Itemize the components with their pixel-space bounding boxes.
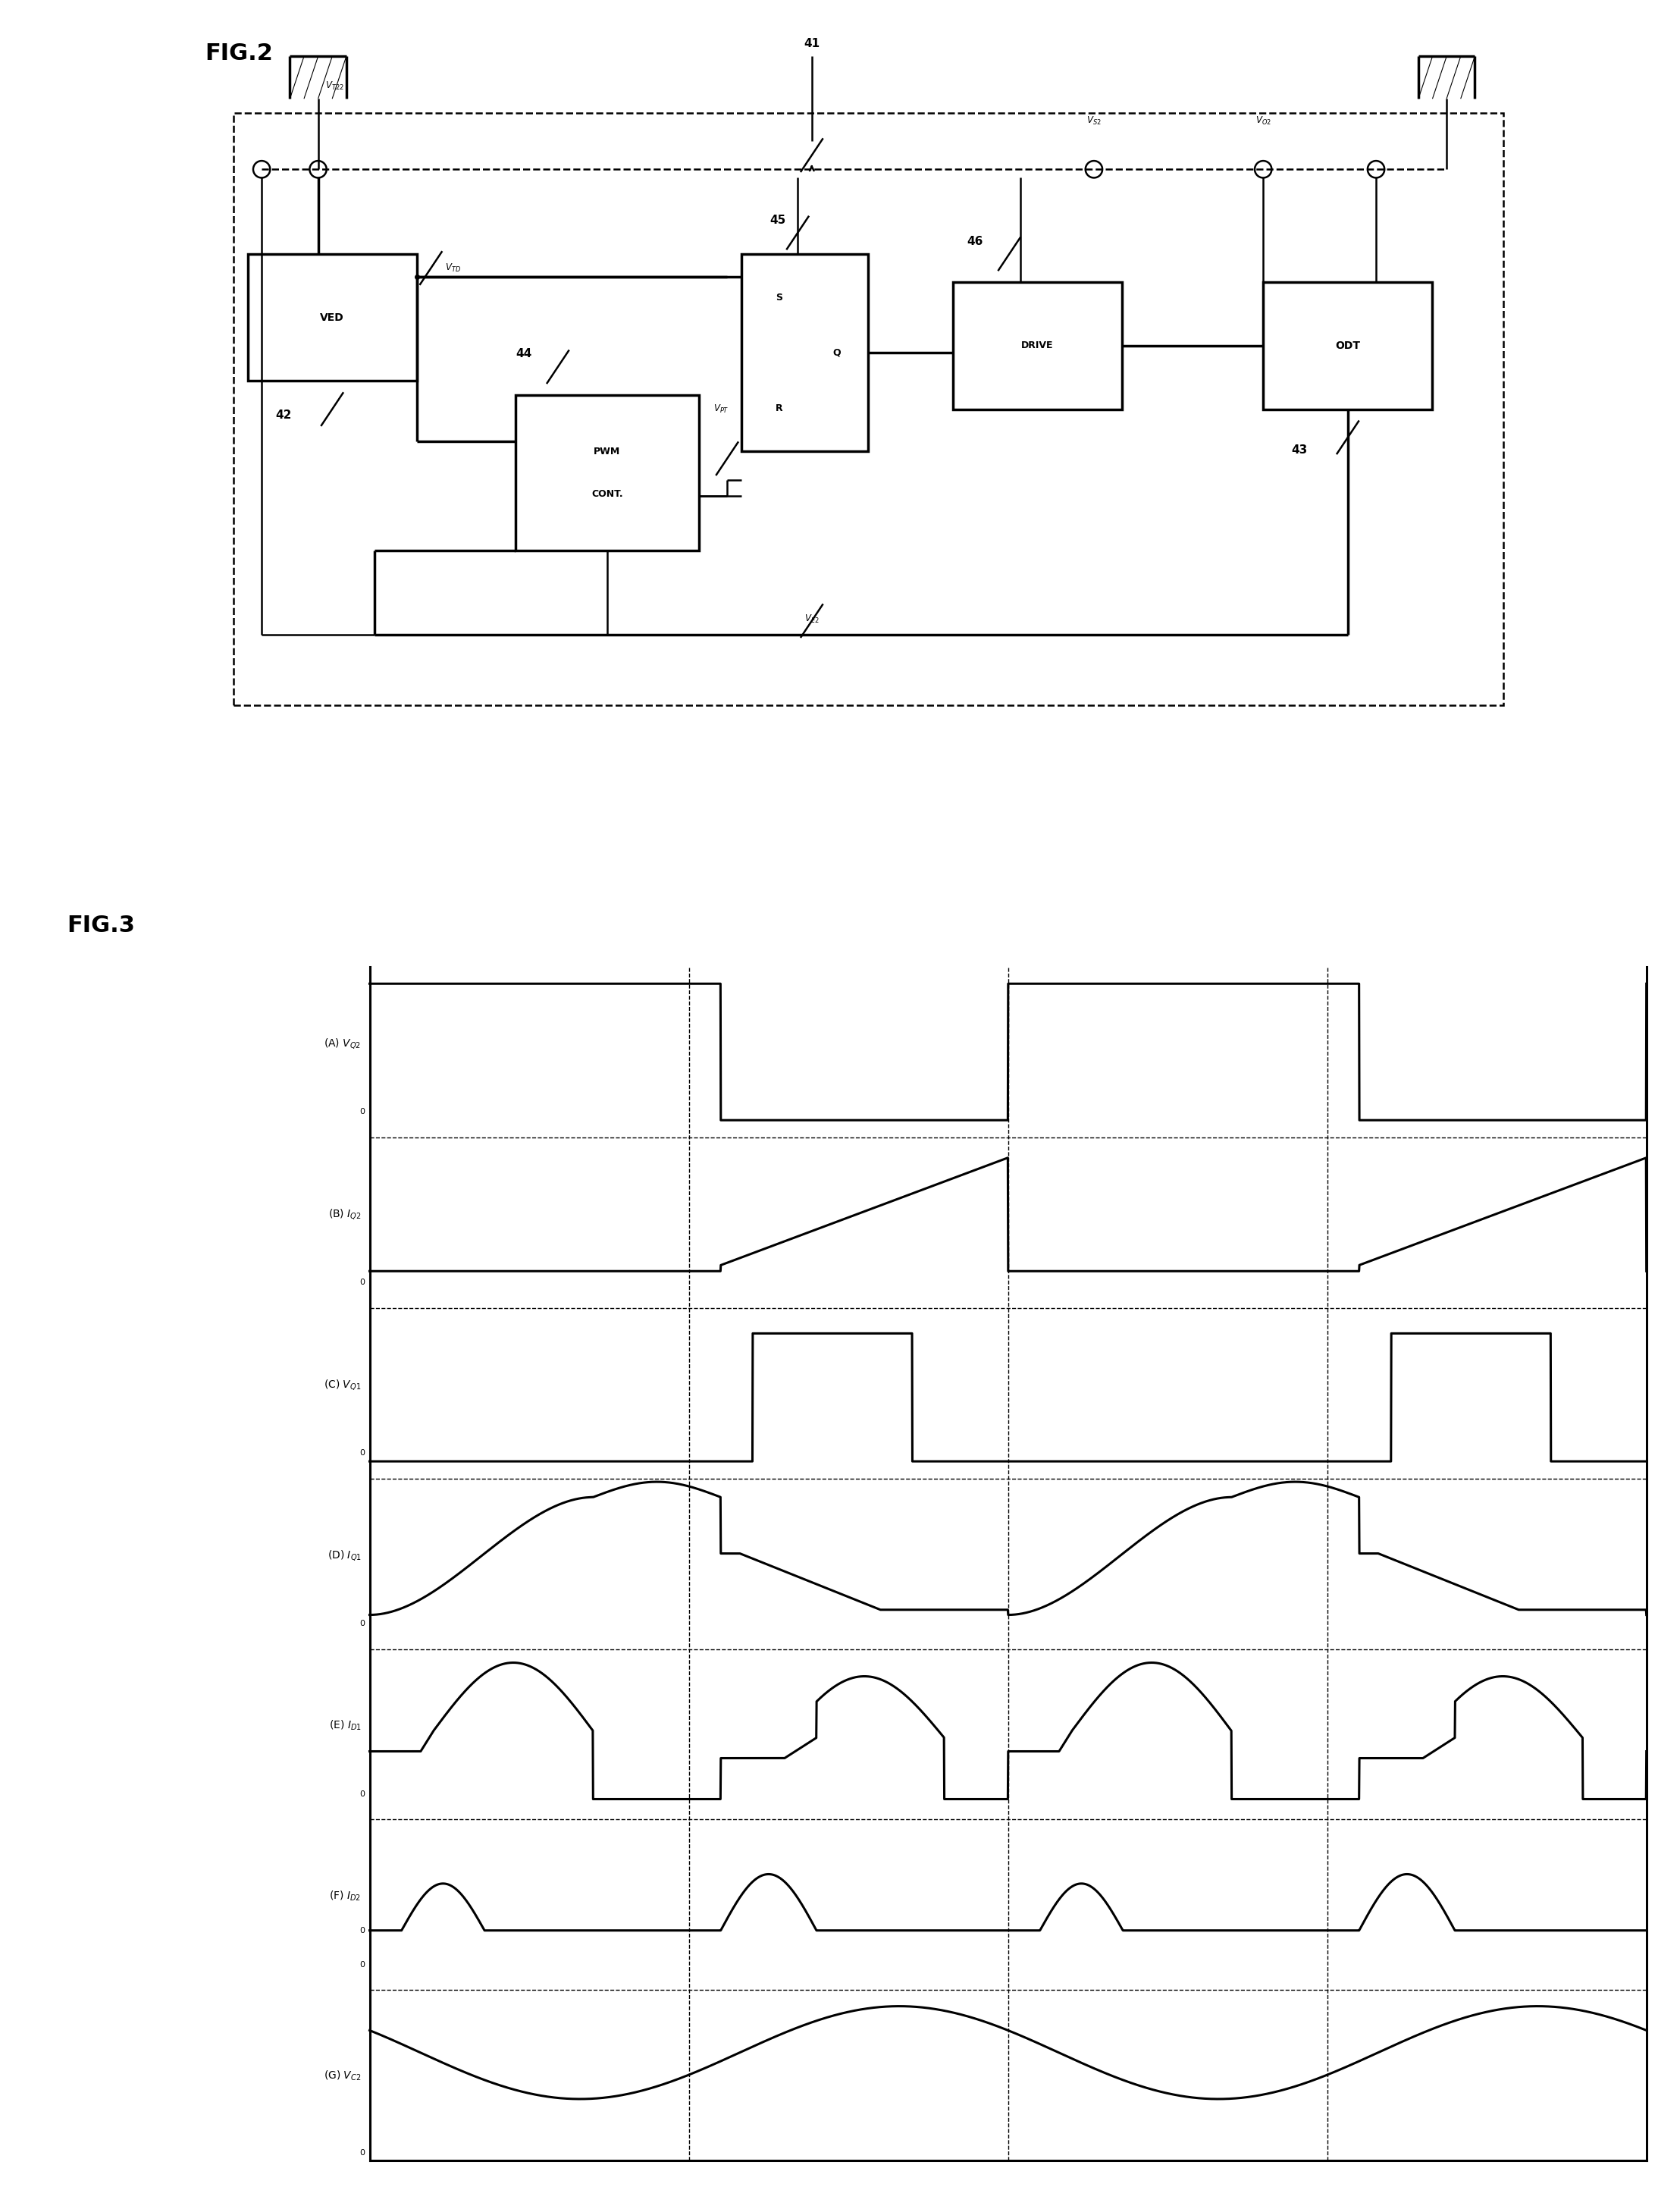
- Bar: [247, 254, 417, 381]
- Text: 0: 0: [360, 1279, 365, 1286]
- Text: 45: 45: [769, 214, 786, 225]
- Text: FIG.2: FIG.2: [205, 42, 274, 63]
- Text: $V_{S2}$: $V_{S2}$: [1087, 116, 1102, 127]
- Text: 0: 0: [360, 1109, 365, 1115]
- Text: $V_{T22}$: $V_{T22}$: [326, 81, 344, 92]
- Text: 46: 46: [968, 236, 983, 247]
- Text: (D) $I_{Q1}$: (D) $I_{Q1}$: [328, 1548, 361, 1562]
- Text: CONT.: CONT.: [591, 490, 623, 499]
- Text: 42: 42: [276, 409, 292, 420]
- Text: (C) $V_{Q1}$: (C) $V_{Q1}$: [324, 1378, 361, 1391]
- Text: VED: VED: [321, 313, 344, 324]
- Bar: [741, 254, 869, 451]
- Text: (E) $I_{D1}$: (E) $I_{D1}$: [329, 1719, 361, 1732]
- Text: $V_{O2}$: $V_{O2}$: [1255, 116, 1272, 127]
- Text: R: R: [776, 402, 783, 413]
- Text: S: S: [776, 293, 783, 302]
- Text: (F) $I_{D2}$: (F) $I_{D2}$: [329, 1890, 361, 1903]
- Bar: [516, 396, 699, 551]
- Text: 43: 43: [1292, 444, 1307, 455]
- Text: DRIVE: DRIVE: [1021, 341, 1053, 350]
- Text: 0: 0: [360, 1962, 365, 1968]
- Text: 0: 0: [360, 2150, 365, 2156]
- Text: ODT: ODT: [1336, 341, 1361, 350]
- Text: $V_{TD}$: $V_{TD}$: [445, 262, 460, 273]
- Text: $V_{E2}$: $V_{E2}$: [805, 615, 820, 625]
- Text: (G) $V_{C2}$: (G) $V_{C2}$: [324, 2069, 361, 2082]
- Bar: [953, 282, 1122, 409]
- Text: $V_{PT}$: $V_{PT}$: [712, 402, 729, 416]
- Text: PWM: PWM: [595, 446, 620, 457]
- Text: 41: 41: [803, 37, 820, 50]
- Text: 44: 44: [516, 348, 531, 361]
- Text: Q: Q: [833, 348, 840, 359]
- Bar: [1263, 282, 1433, 409]
- Text: 0: 0: [360, 1791, 365, 1798]
- Bar: [234, 114, 1504, 706]
- Text: 0: 0: [360, 1621, 365, 1627]
- Text: 0: 0: [360, 1927, 365, 1933]
- Text: 0: 0: [360, 1450, 365, 1457]
- Text: (A) $V_{Q2}$: (A) $V_{Q2}$: [324, 1037, 361, 1050]
- Text: (B) $I_{Q2}$: (B) $I_{Q2}$: [328, 1207, 361, 1220]
- Text: FIG.3: FIG.3: [67, 914, 136, 936]
